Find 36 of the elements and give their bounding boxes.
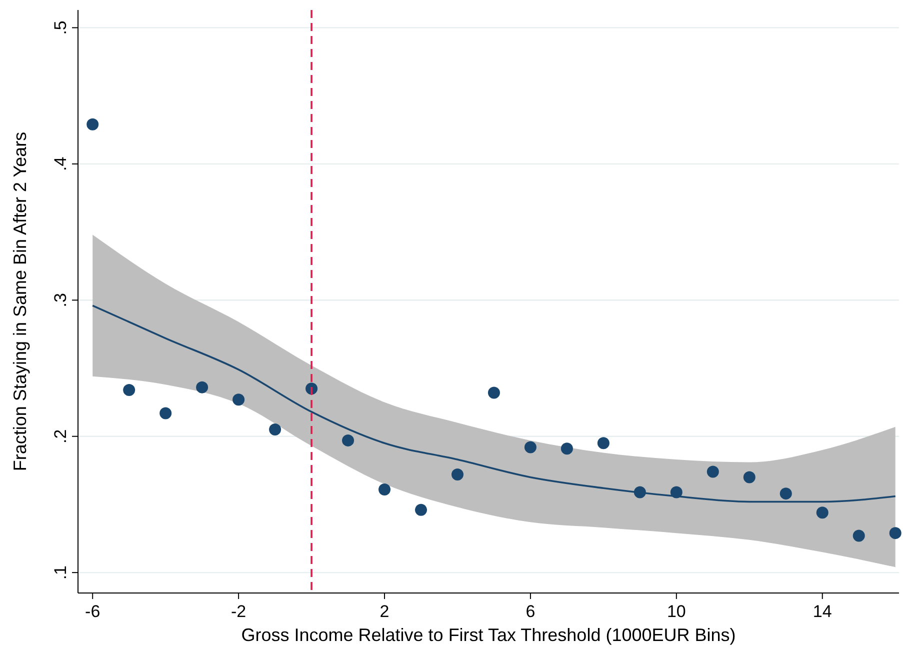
point <box>414 504 427 516</box>
point <box>86 118 99 130</box>
x-tick-label: 2 <box>380 602 390 621</box>
y-tick-label: .2 <box>51 429 70 444</box>
x-tick-label: 14 <box>812 602 832 621</box>
point <box>342 434 354 446</box>
line-series <box>92 304 896 503</box>
y-tick-label: .4 <box>51 156 70 172</box>
point <box>269 424 282 436</box>
y-tick-label: .3 <box>51 293 70 308</box>
x-axis-title: Gross Income Relative to First Tax Threshold (1000EUR Bins) <box>241 625 736 645</box>
point <box>889 527 902 540</box>
point <box>816 506 828 519</box>
y-tick-label: .1 <box>51 565 70 580</box>
x-tick-label: -6 <box>85 602 100 621</box>
point <box>634 486 646 498</box>
y-tick-label: .5 <box>51 20 70 35</box>
x-tick-label: -2 <box>230 602 246 621</box>
point <box>597 437 610 450</box>
point <box>488 386 500 399</box>
x-tick-label: 6 <box>526 602 536 621</box>
point <box>743 471 756 484</box>
point <box>160 407 172 420</box>
point <box>670 486 682 498</box>
point <box>378 483 391 496</box>
point <box>852 530 865 542</box>
point <box>780 488 792 500</box>
point <box>560 442 573 455</box>
point <box>524 441 536 454</box>
x-tick-label: 10 <box>666 602 686 621</box>
point <box>706 466 719 478</box>
point <box>232 394 245 406</box>
point <box>196 381 208 394</box>
point <box>451 468 464 480</box>
point <box>123 384 136 396</box>
y-axis-title: Fraction Staying in Same Bin After 2 Years <box>10 132 30 472</box>
